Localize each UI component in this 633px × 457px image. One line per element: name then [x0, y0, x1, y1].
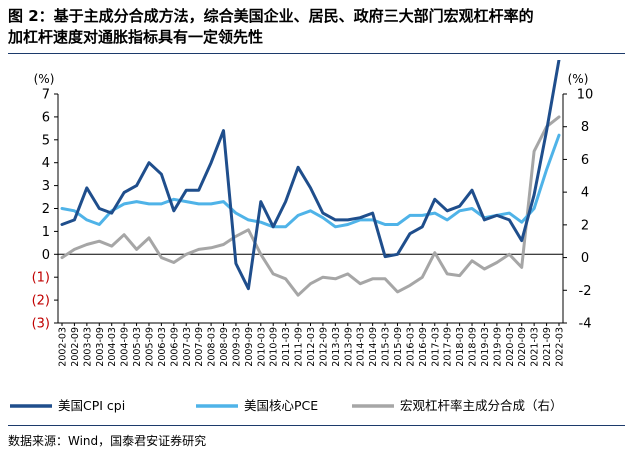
x-axis-tick-label: 2017-03: [430, 327, 441, 367]
left-axis-tick-label: (2): [32, 294, 50, 309]
left-axis-tick-label: 1: [42, 225, 50, 240]
x-axis-tick-label: 2003-03: [82, 327, 93, 367]
legend-label: 美国核心PCE: [244, 398, 318, 413]
left-axis-tick-label: (1): [32, 271, 50, 286]
x-axis-tick-label: 2010-03: [256, 327, 267, 367]
x-axis-tick-label: 2014-09: [368, 327, 379, 367]
right-axis-tick-label: 8: [581, 120, 589, 135]
chart-axes: (%) (%)76543210(1)(2)(3)1086420-2-42002-0…: [32, 72, 594, 367]
x-axis-tick-label: 2002-09: [70, 327, 81, 367]
legend-label: 美国CPI cpi: [58, 398, 125, 413]
x-axis-tick-label: 2016-03: [405, 327, 416, 367]
left-axis-unit: (%): [34, 72, 55, 86]
x-axis-tick-label: 2005-03: [132, 327, 143, 367]
left-axis-tick-label: 6: [42, 110, 50, 125]
x-axis-tick-label: 2021-09: [542, 327, 553, 367]
right-axis-tick-label: 10: [577, 88, 594, 103]
chart: (%) (%)76543210(1)(2)(3)1086420-2-42002-0…: [10, 60, 594, 413]
x-axis-tick-label: 2020-03: [505, 327, 516, 367]
left-axis-tick-label: 7: [42, 88, 50, 103]
x-axis-tick-label: 2006-03: [157, 327, 168, 367]
x-axis-tick-label: 2014-03: [356, 327, 367, 367]
figure-title: 图 2：基于主成分合成方法，综合美国企业、居民、政府三大部门宏观杠杆率的 加杠杆…: [8, 6, 626, 48]
x-axis-tick-label: 2004-03: [107, 327, 118, 367]
cpi-series-line: [60, 60, 561, 291]
x-axis-tick-label: 2011-09: [294, 327, 305, 367]
x-axis-tick-label: 2005-09: [144, 327, 155, 367]
right-axis-tick-label: 0: [581, 251, 589, 266]
chart-legend: 美国CPI cpi 美国核心PCE 宏观杠杆率主成分合成（右）: [10, 398, 563, 413]
x-axis-tick-label: 2018-03: [455, 327, 466, 367]
x-axis-tick-label: 2020-09: [517, 327, 528, 367]
x-axis-tick-label: 2002-03: [58, 327, 69, 367]
source-divider: [8, 425, 625, 426]
right-axis-tick-label: -4: [579, 317, 592, 332]
x-axis-tick-label: 2011-03: [281, 327, 292, 367]
x-axis-tick-label: 2017-09: [443, 327, 454, 367]
right-axis-tick-label: 6: [581, 153, 589, 168]
x-axis-tick-label: 2018-09: [468, 327, 479, 367]
x-axis-tick-label: 2015-09: [393, 327, 404, 367]
left-axis-tick-label: 0: [42, 248, 50, 263]
right-axis-unit: (%): [568, 72, 589, 86]
x-axis-tick-label: 2006-09: [169, 327, 180, 367]
legend-label: 宏观杠杆率主成分合成（右）: [400, 398, 563, 413]
title-divider: [8, 53, 625, 54]
right-axis-tick-label: 2: [581, 218, 589, 233]
x-axis-tick-label: 2019-09: [492, 327, 503, 367]
x-axis-tick-label: 2008-03: [207, 327, 218, 367]
x-axis-tick-label: 2010-09: [269, 327, 280, 367]
x-axis-tick-label: 2008-09: [219, 327, 230, 367]
x-axis-tick-label: 2012-03: [306, 327, 317, 367]
x-axis-tick-label: 2013-09: [343, 327, 354, 367]
right-axis-tick-label: -2: [579, 284, 592, 299]
x-axis-tick-label: 2022-03: [555, 327, 566, 367]
figure-title-line-1: 图 2：基于主成分合成方法，综合美国企业、居民、政府三大部门宏观杠杆率的: [8, 7, 534, 25]
x-axis-tick-label: 2019-03: [480, 327, 491, 367]
x-axis-tick-label: 2012-09: [318, 327, 329, 367]
left-axis-tick-label: 4: [42, 156, 50, 171]
left-axis-tick-label: 2: [42, 202, 50, 217]
x-axis-tick-label: 2009-03: [231, 327, 242, 367]
x-axis-tick-label: 2016-09: [418, 327, 429, 367]
x-axis-tick-label: 2013-03: [331, 327, 342, 367]
x-axis-tick-label: 2007-09: [194, 327, 205, 367]
leverage-series-line: [60, 115, 561, 297]
x-axis-tick-label: 2021-03: [530, 327, 541, 367]
figure-title-line-2: 加杠杆速度对通胀指标具有一定领先性: [8, 28, 264, 46]
figure-source: 数据来源：Wind，国泰君安证券研究: [8, 434, 207, 448]
right-axis-tick-label: 4: [581, 186, 589, 201]
x-axis-tick-label: 2009-09: [244, 327, 255, 367]
chart-series-lines: [60, 60, 561, 297]
left-axis-tick-label: 5: [42, 133, 50, 148]
x-axis-tick-label: 2004-09: [120, 327, 131, 367]
core-pce-series-line: [60, 133, 561, 229]
left-axis-tick-label: 3: [42, 179, 50, 194]
left-axis-tick-label: (3): [32, 317, 50, 332]
x-axis-tick-label: 2015-03: [381, 327, 392, 367]
x-axis-tick-label: 2007-03: [182, 327, 193, 367]
x-axis-tick-label: 2003-09: [95, 327, 106, 367]
